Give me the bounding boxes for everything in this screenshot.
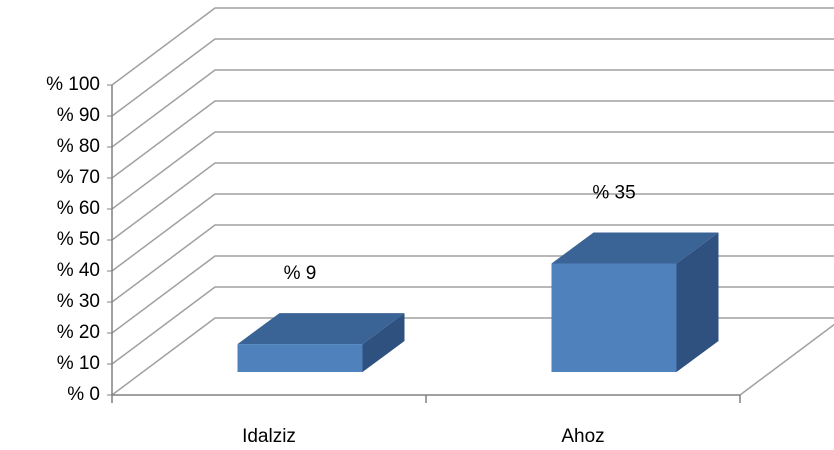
y-tick-label: % 0 — [67, 384, 100, 405]
bar-side — [676, 232, 719, 372]
grid-line — [111, 100, 834, 179]
data-label: % 9 — [284, 263, 317, 284]
y-tick-label: % 30 — [57, 291, 100, 312]
y-tick-label: % 60 — [57, 198, 100, 219]
y-tick-label: % 40 — [57, 260, 100, 281]
grid-line — [111, 286, 834, 365]
grid-line — [111, 317, 834, 396]
bar-side — [362, 313, 405, 372]
y-tick-label: % 50 — [57, 229, 100, 250]
grid-line — [111, 162, 834, 241]
x-tick-label: Idalziz — [242, 426, 296, 447]
y-tick-label: % 80 — [57, 136, 100, 157]
grid-line — [111, 255, 834, 334]
grid-line — [111, 193, 834, 272]
grid-line — [111, 7, 834, 86]
y-tick-label: % 10 — [57, 353, 100, 374]
y-tick-label: % 90 — [57, 105, 100, 126]
bar-top — [551, 232, 719, 264]
grid-line — [111, 224, 834, 303]
bar — [237, 344, 363, 372]
y-tick-label: % 20 — [57, 322, 100, 343]
bar — [551, 263, 677, 372]
x-tick-label: Ahoz — [561, 426, 604, 447]
y-tick-label: % 70 — [57, 167, 100, 188]
data-label: % 35 — [592, 183, 635, 204]
grid-line — [111, 38, 834, 117]
floor-edge — [739, 323, 834, 396]
bar-top — [237, 313, 405, 345]
grid-line — [111, 69, 834, 148]
y-tick-label: % 100 — [46, 74, 100, 95]
grid-line — [111, 131, 834, 210]
